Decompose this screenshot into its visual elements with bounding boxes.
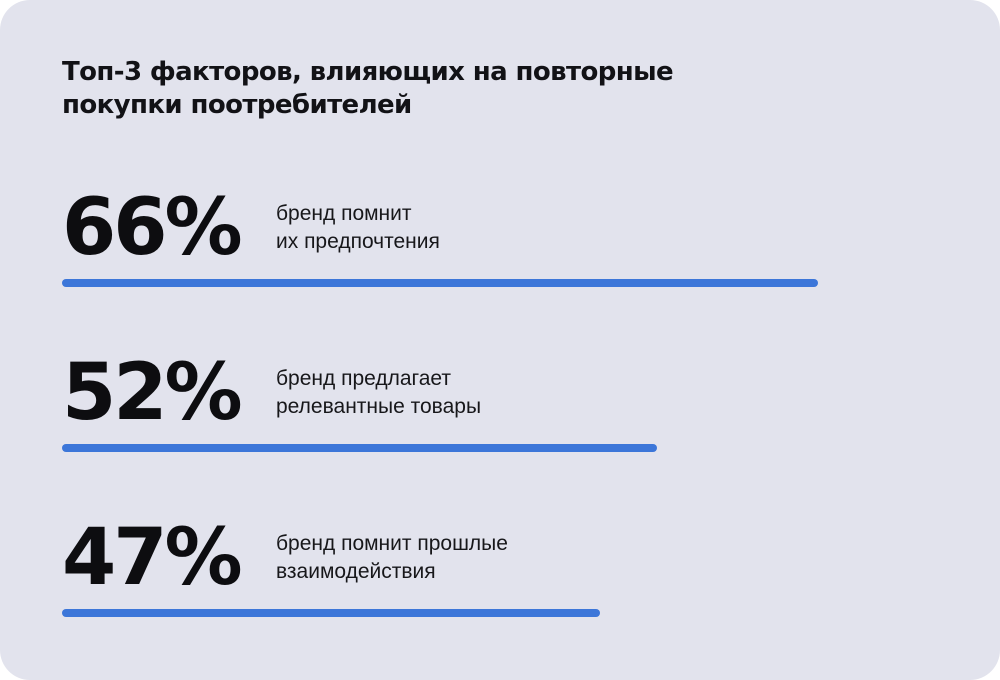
stats-list: 66% бренд помнит их предпочтения 52% бре…	[62, 188, 938, 617]
stat-value-1: 66%	[62, 183, 243, 273]
stat-label-3: бренд помнит прошлые взаимодействия	[276, 532, 508, 583]
stat-row-3-content: 47% бренд помнит прошлые взаимодействия	[62, 518, 938, 598]
stat-row-1-content: 66% бренд помнит их предпочтения	[62, 188, 938, 268]
stat-row-3: 47% бренд помнит прошлые взаимодействия	[62, 518, 938, 617]
chart-title: Топ-3 факторов, влияющих на повторные по…	[62, 57, 674, 120]
stat-bar-3	[62, 609, 600, 617]
stat-label-1: бренд помнит их предпочтения	[276, 202, 440, 253]
stat-row-2: 52% бренд предлагает релевантные товары	[62, 353, 938, 452]
stat-row-1: 66% бренд помнит их предпочтения	[62, 188, 938, 287]
stat-value-3: 47%	[62, 513, 243, 603]
stat-bar-2	[62, 444, 657, 452]
stat-value-2: 52%	[62, 348, 243, 438]
stat-row-2-content: 52% бренд предлагает релевантные товары	[62, 353, 938, 433]
stat-bar-1	[62, 279, 818, 287]
stat-label-2: бренд предлагает релевантные товары	[276, 367, 482, 418]
